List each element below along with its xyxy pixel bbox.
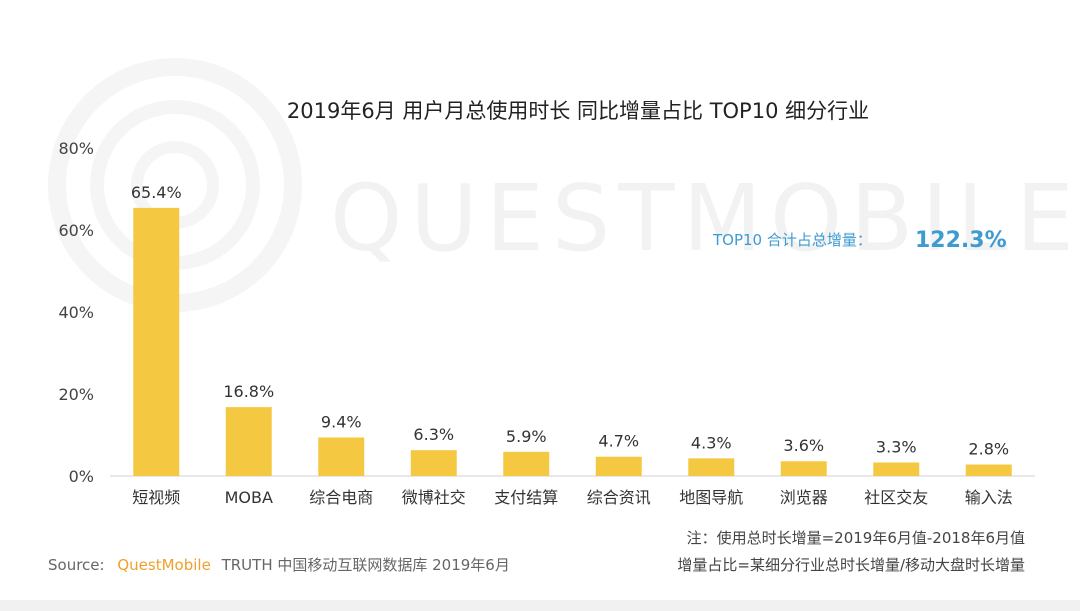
y-tick-label: 20% (58, 385, 94, 404)
x-tick-label: MOBA (225, 488, 273, 507)
bar-value-label: 4.7% (598, 432, 639, 451)
x-tick-label: 微博社交 (402, 488, 466, 507)
bar-value-label: 3.3% (876, 437, 917, 456)
note-line-1: 注：使用总时长增量=2019年6月值-2018年6月值 (687, 529, 1025, 547)
x-tick-label: 短视频 (132, 488, 180, 507)
bar-value-label: 9.4% (321, 412, 362, 431)
bar-value-label: 16.8% (223, 382, 274, 401)
x-tick-label: 浏览器 (780, 488, 828, 507)
bars: 65.4% 16.8% 9.4% 6.3% 5.9% 4.7% 4.3% 3.6% 3.3% 2.… (131, 183, 1012, 477)
total-annotation-label: TOP10 合计占总增量： (712, 231, 872, 249)
source-line: Source: QuestMobile TRUTH 中国移动互联网数据库 201… (48, 556, 510, 574)
bar-value-label: 65.4% (131, 183, 182, 202)
x-tick-label: 输入法 (965, 488, 1013, 507)
x-tick-label: 支付结算 (494, 488, 558, 507)
bar (965, 464, 1012, 476)
bar-value-label: 5.9% (506, 427, 547, 446)
x-tick-label: 综合资讯 (587, 488, 651, 507)
x-tick-label: 地图导航 (679, 488, 743, 507)
bar (780, 461, 827, 476)
y-tick-label: 60% (58, 221, 94, 240)
bar-value-label: 6.3% (413, 425, 454, 444)
source-rest: TRUTH 中国移动互联网数据库 2019年6月 (221, 556, 510, 574)
y-tick-label: 40% (58, 303, 94, 322)
watermark-text: QUESTMOBILE (330, 165, 1080, 272)
bar-value-label: 3.6% (783, 436, 824, 455)
bar (595, 456, 642, 476)
chart-title: 2019年6月 用户月总使用时长 同比增量占比 TOP10 细分行业 (287, 99, 869, 123)
x-tick-label: 综合电商 (309, 488, 373, 507)
bar-value-label: 4.3% (691, 433, 732, 452)
bar (225, 407, 272, 476)
bar (133, 207, 180, 477)
bar (688, 458, 735, 476)
x-tick-label: 社区交友 (864, 488, 928, 507)
note-line-2: 增量占比=某细分行业总时长增量/移动大盘时长增量 (677, 556, 1025, 574)
y-axis: 0% 20% 40% 60% 80% (58, 139, 94, 486)
bar (410, 450, 457, 476)
bar (503, 451, 550, 476)
y-tick-label: 0% (69, 467, 94, 486)
bottom-band (0, 600, 1080, 611)
x-tick-labels: 短视频 MOBA 综合电商 微博社交 支付结算 综合资讯 地图导航 浏览器 社区交友 输入法 (132, 488, 1013, 507)
bar (318, 437, 365, 476)
bar-value-label: 2.8% (968, 440, 1009, 459)
bar (873, 462, 920, 476)
total-annotation-value: 122.3% (915, 228, 1007, 253)
source-brand: QuestMobile (117, 556, 210, 574)
source-prefix: Source: (48, 556, 105, 574)
y-tick-label: 80% (58, 139, 94, 158)
